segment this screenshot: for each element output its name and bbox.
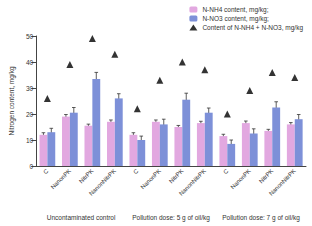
svg-text:0: 0 <box>30 163 34 170</box>
svg-text:Nitrogen content, mg/kg: Nitrogen content, mg/kg <box>8 66 16 135</box>
svg-text:50: 50 <box>26 33 34 40</box>
svg-text:Pollution dose: 5 g of oil/kg: Pollution dose: 5 g of oil/kg <box>132 214 210 222</box>
svg-text:Content of N-NH4 + N-NO3, mg/k: Content of N-NH4 + N-NO3, mg/kg <box>202 24 303 32</box>
svg-text:NanonNitrPK: NanonNitrPK <box>268 168 297 197</box>
svg-text:40: 40 <box>26 59 34 66</box>
svg-text:NanonPK: NanonPK <box>230 168 252 190</box>
svg-text:N-NH4 content, mg/kg;: N-NH4 content, mg/kg; <box>202 6 268 14</box>
svg-text:NanonPK: NanonPK <box>50 168 72 190</box>
svg-text:NanonNitrPK: NanonNitrPK <box>178 168 207 197</box>
svg-text:NitrPK: NitrPK <box>168 168 184 184</box>
svg-text:NanonNitrPK: NanonNitrPK <box>88 168 117 197</box>
svg-text:10: 10 <box>26 137 34 144</box>
svg-text:NitrPK: NitrPK <box>78 168 94 184</box>
svg-text:NanonPK: NanonPK <box>140 168 162 190</box>
svg-text:N-NO3 content, mg/kg;: N-NO3 content, mg/kg; <box>202 15 269 23</box>
svg-text:C: C <box>132 167 140 175</box>
svg-text:C: C <box>42 167 50 175</box>
svg-text:NitrPK: NitrPK <box>258 168 274 184</box>
svg-text:30: 30 <box>26 85 34 92</box>
svg-text:Pollution dose: 7 g of oil/kg: Pollution dose: 7 g of oil/kg <box>222 214 300 222</box>
svg-text:20: 20 <box>26 111 34 118</box>
svg-text:C: C <box>222 167 230 175</box>
svg-text:Uncontaminated control: Uncontaminated control <box>47 214 116 221</box>
